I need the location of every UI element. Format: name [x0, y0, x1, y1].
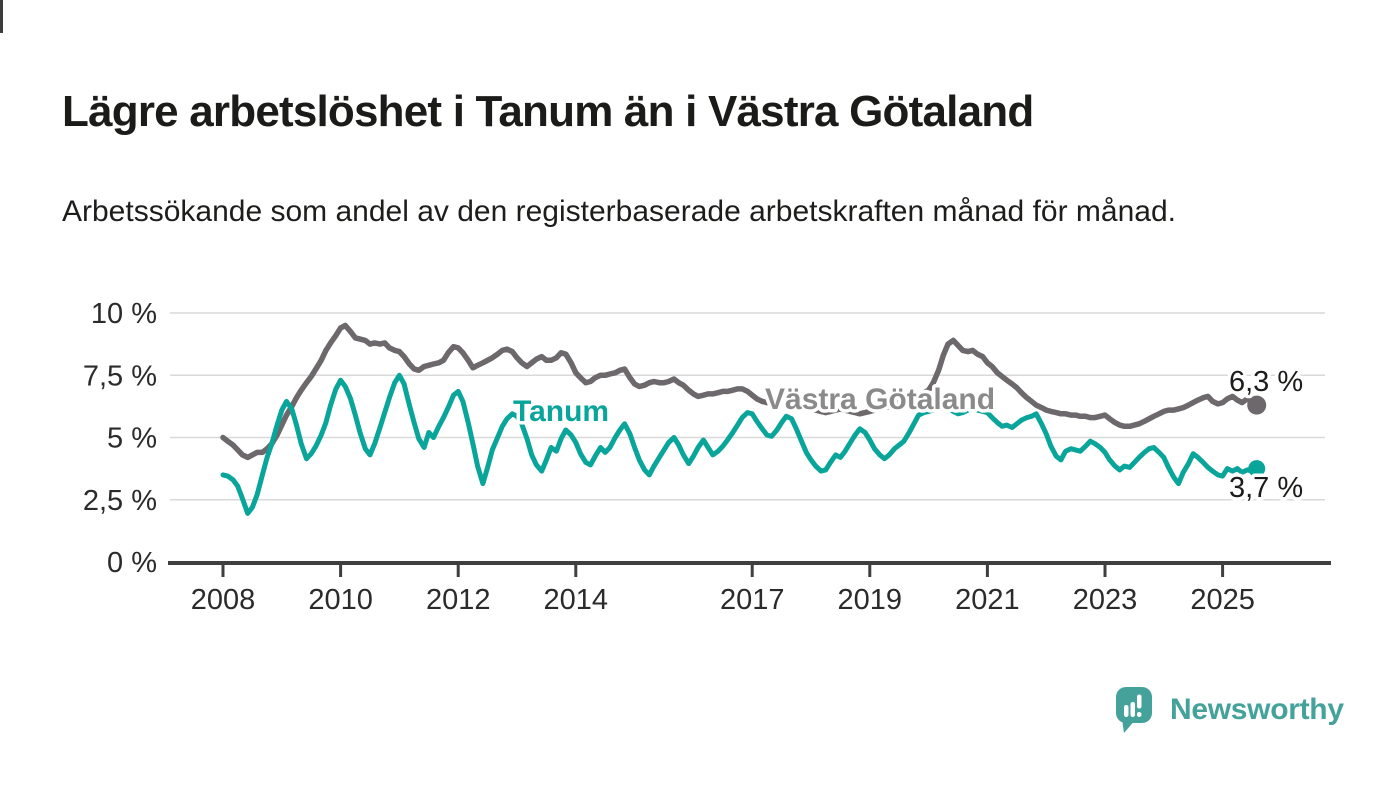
series-line-tanum [220, 372, 1260, 516]
y-tick-label: 5 % [107, 423, 157, 455]
x-tick-label: 2025 [1190, 584, 1255, 616]
series-end-value-label: 3,7 % [1229, 472, 1303, 504]
chart-subtitle: Arbetssökande som andel av den registerb… [62, 195, 1176, 228]
x-tick-label: 2017 [720, 584, 785, 616]
y-tick-label: 2,5 % [83, 485, 157, 517]
series-name-label: Västra Götaland [765, 383, 995, 416]
x-tick-label: 2021 [955, 584, 1020, 616]
series-end-dot-vastra-gotaland [1247, 395, 1267, 415]
x-tick-label: 2019 [838, 584, 903, 616]
speech-bubble-chart-icon [1116, 687, 1152, 733]
y-tick-label: 7,5 % [83, 360, 157, 392]
series-name-label: Tanum [513, 395, 609, 428]
corner-mark [0, 0, 3, 33]
page-title: Lägre arbetslöshet i Tanum än i Västra G… [62, 87, 1034, 137]
x-tick-label: 2014 [544, 584, 609, 616]
y-tick-label: 10 % [91, 298, 157, 330]
brand-name: Newsworthy [1170, 693, 1344, 726]
x-tick-label: 2008 [191, 584, 256, 616]
newsworthy-logo: Newsworthy [1115, 686, 1344, 734]
series-line-vastra-gotaland [220, 322, 1260, 461]
series-end-value-label: 6,3 % [1229, 366, 1303, 398]
x-tick-label: 2023 [1073, 584, 1138, 616]
x-tick-label: 2012 [426, 584, 491, 616]
y-tick-label: 0 % [107, 547, 157, 579]
x-tick-label: 2010 [308, 584, 373, 616]
series-end-dot-tanum [1248, 460, 1266, 478]
